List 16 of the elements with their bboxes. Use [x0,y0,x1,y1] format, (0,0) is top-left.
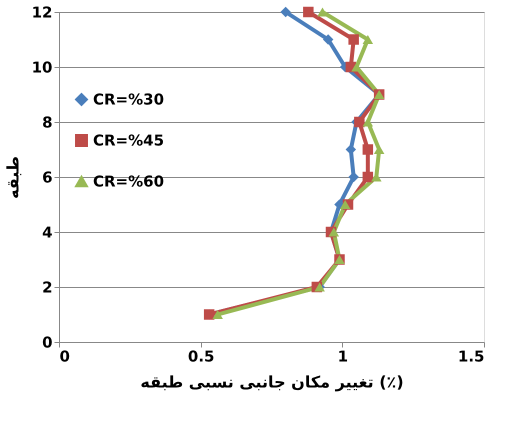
y-tick-label: 0 [42,334,52,352]
x-tick-label: 1.5 [458,348,484,366]
y-tick-label: 10 [32,58,52,76]
x-tick-label: 0.5 [188,348,214,366]
y-axis-title: طبقه [4,156,23,199]
legend-label: CR=%45 [93,132,164,150]
legend-label: CR=%30 [93,90,164,108]
y-tick-label: 6 [42,168,52,186]
y-tick-label: 12 [32,4,52,22]
y-tick-label: 4 [42,224,52,242]
x-tick-label: 1 [338,348,348,366]
y-tick-label: 8 [42,114,52,132]
y-tick-label: 2 [42,278,52,296]
x-tick-label: 0 [60,348,70,366]
legend-label: CR=%60 [93,172,164,190]
x-axis-title: تغییر مکان جانبی نسبی طبقه (٪) [140,372,404,392]
